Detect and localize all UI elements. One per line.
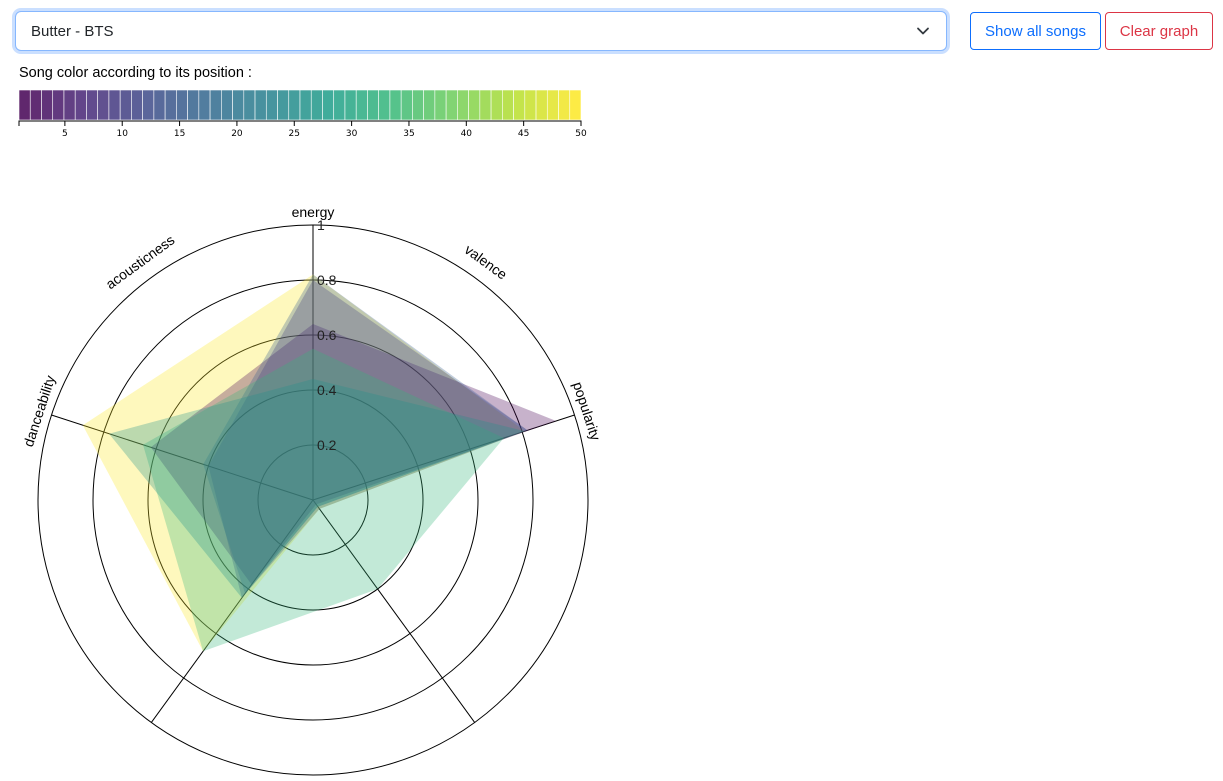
- legend-cell: [389, 89, 402, 121]
- legend-cell: [29, 89, 42, 121]
- radar-series-area: [208, 280, 528, 598]
- radar-axis-label: energy: [292, 204, 335, 220]
- chevron-down-icon: [915, 23, 931, 39]
- legend-cell: [355, 89, 368, 121]
- radar-level-label: 0.6: [317, 327, 337, 343]
- radar-series-area: [203, 274, 528, 594]
- legend-cell: [502, 89, 514, 121]
- legend-tick-label: 50: [575, 129, 587, 139]
- legend-cell: [378, 89, 391, 121]
- legend-axis-line: [18, 120, 582, 126]
- legend-cell: [63, 89, 76, 121]
- legend-cell: [86, 89, 98, 121]
- legend-cell: [344, 89, 357, 121]
- legend-tick-label: 20: [231, 129, 243, 139]
- legend-cell: [322, 89, 335, 121]
- legend-cell: [310, 89, 323, 121]
- legend-cell: [288, 89, 301, 121]
- legend-cell: [569, 89, 582, 121]
- radar-axis-line: [51, 414, 314, 501]
- legend-cell: [277, 89, 290, 121]
- radar-level-label: 0.8: [317, 272, 337, 288]
- legend-cell: [243, 89, 256, 121]
- legend-cell: [97, 89, 110, 121]
- legend-cell: [468, 89, 481, 121]
- legend-cell: [74, 89, 87, 121]
- legend-cell: [254, 89, 267, 121]
- legend-cell: [490, 89, 503, 121]
- legend-cell: [367, 89, 379, 121]
- legend-cell: [198, 89, 211, 121]
- legend-cell: [18, 89, 31, 121]
- radar-series-area: [150, 324, 557, 585]
- legend-tick-label: 10: [116, 129, 128, 139]
- radar-axis-label: popularity: [570, 380, 604, 443]
- song-select[interactable]: Butter - BTS: [15, 11, 947, 51]
- legend-cell: [400, 89, 413, 121]
- legend-tick-label: 30: [346, 129, 358, 139]
- legend-cell: [176, 89, 188, 121]
- legend-tick-label: 25: [289, 129, 300, 139]
- legend-cell: [434, 89, 447, 121]
- legend-tick-label: 45: [518, 129, 529, 139]
- legend-cell: [221, 89, 233, 121]
- radar-axis-line: [312, 414, 575, 501]
- legend-cell: [187, 89, 200, 121]
- legend-cell: [142, 89, 155, 121]
- legend-tick-label: 5: [62, 129, 68, 139]
- legend-cell: [131, 89, 143, 121]
- legend-cell: [153, 89, 166, 121]
- radar-level-label: 0.4: [317, 382, 337, 398]
- legend-cell: [457, 89, 469, 121]
- legend-cell: [524, 89, 537, 121]
- legend-tick-label: 15: [174, 129, 185, 139]
- radar-series-area: [82, 274, 525, 652]
- legend-tick-label: 40: [461, 129, 473, 139]
- legend-cell: [479, 89, 492, 121]
- legend-cell: [52, 89, 65, 121]
- radar-level-label: 0.2: [317, 437, 337, 453]
- radar-series-area: [109, 379, 525, 598]
- legend-cell: [209, 89, 222, 121]
- legend-cell: [535, 89, 548, 121]
- legend-cell: [546, 89, 559, 121]
- legend-cell: [445, 89, 458, 121]
- radar-axis-line: [150, 499, 314, 723]
- legend-title: Song color according to its position :: [19, 65, 252, 81]
- legend-cell: [265, 89, 278, 121]
- legend-cell: [119, 89, 132, 121]
- legend-tick-label: 35: [403, 129, 414, 139]
- legend-cell: [164, 89, 177, 121]
- color-legend: 5 10 15 20 25 30 35 40 45 50: [18, 89, 587, 139]
- show-all-songs-button[interactable]: Show all songs: [970, 12, 1101, 50]
- legend-cell: [513, 89, 526, 121]
- legend-cell: [333, 89, 346, 121]
- legend-cell: [232, 89, 245, 121]
- legend-cell: [412, 89, 424, 121]
- legend-cell: [41, 89, 54, 121]
- legend-cell: [423, 89, 436, 121]
- radar-axis-label: acousticness: [103, 232, 178, 293]
- radar-series-area: [143, 348, 504, 652]
- song-select-value: Butter - BTS: [31, 22, 114, 40]
- legend-cell: [299, 89, 312, 121]
- legend-cell: [558, 89, 571, 121]
- radar-level-label: 1: [317, 217, 325, 233]
- radar-axis-line: [312, 499, 476, 723]
- radar-axis-label: valence: [462, 241, 511, 282]
- legend-cell: [108, 89, 121, 121]
- clear-graph-button[interactable]: Clear graph: [1105, 12, 1213, 50]
